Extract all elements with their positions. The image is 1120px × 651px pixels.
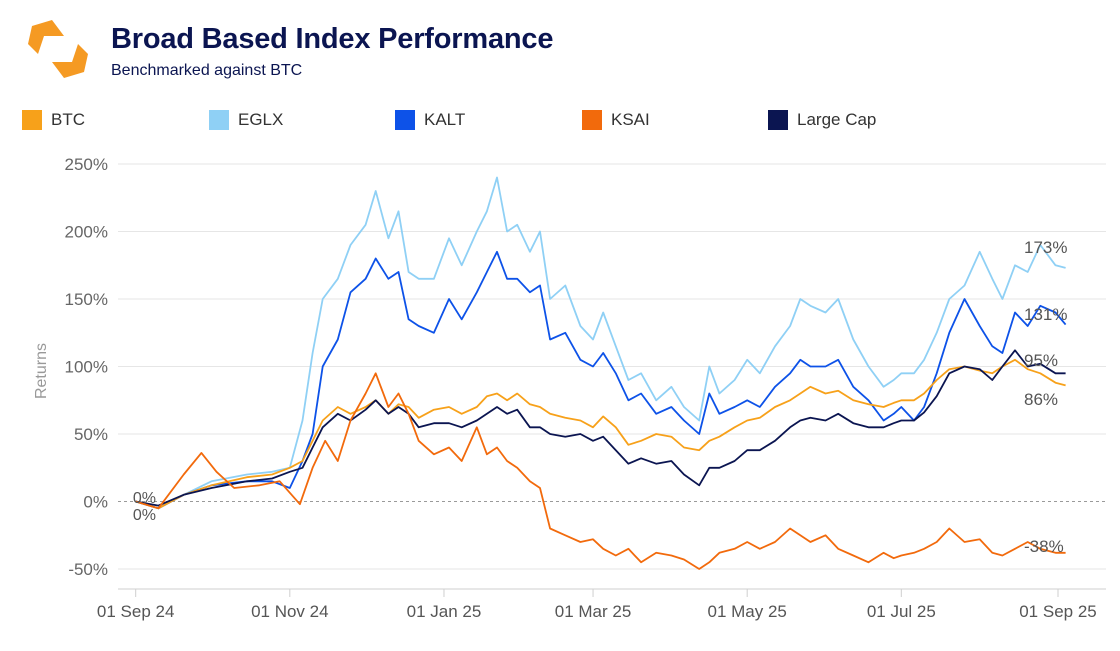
logo-mark-lower <box>52 44 88 78</box>
series-line-large-cap <box>135 349 1066 507</box>
y-tick-label: 150% <box>65 290 108 309</box>
data-labels: 173% 131% 86% 95% -38% 0%0% <box>133 238 1068 556</box>
y-axis-label: Returns <box>33 343 50 399</box>
y-tick-label: -50% <box>68 560 108 579</box>
logo-icon <box>22 14 94 84</box>
grid-lines <box>118 163 1106 570</box>
legend-item-btc[interactable]: BTC <box>22 108 85 132</box>
end-label-ksai: -38% <box>1024 537 1064 556</box>
legend-swatch-large-cap <box>768 110 788 130</box>
x-tick-label: 01 Jul 25 <box>867 602 936 621</box>
series-lines <box>135 176 1067 570</box>
legend-label-ksai: KSAI <box>611 110 650 129</box>
y-tick-label: 50% <box>74 425 108 444</box>
legend-item-ksai[interactable]: KSAI <box>582 108 650 132</box>
legend-swatch-kalt <box>395 110 415 130</box>
legend-label-btc: BTC <box>51 110 85 129</box>
x-tick-label: 01 Mar 25 <box>555 602 632 621</box>
logo-mark-upper <box>28 20 64 54</box>
legend-item-eglx[interactable]: EGLX <box>209 108 283 132</box>
page-subtitle: Benchmarked against BTC <box>111 62 303 79</box>
series-line-eglx <box>135 176 1066 510</box>
legend-label-large-cap: Large Cap <box>797 110 877 129</box>
page-title: Broad Based Index Performance <box>111 23 554 55</box>
x-tick-label: 01 Sep 24 <box>97 602 175 621</box>
x-tick-label: 01 Jan 25 <box>407 602 482 621</box>
legend-swatch-ksai <box>582 110 602 130</box>
legend: BTC EGLX KALT KSAI Large Cap <box>22 108 1102 132</box>
end-label-kalt: 131% <box>1024 305 1067 324</box>
axes: 250% 200% 150% 100% 50% 0% -50% 01 Sep 24 01 Nov… <box>33 155 1106 621</box>
x-tick-label: 01 Nov 24 <box>251 602 329 621</box>
legend-swatch-btc <box>22 110 42 130</box>
legend-item-kalt[interactable]: KALT <box>395 108 465 132</box>
legend-label-eglx: EGLX <box>238 110 284 129</box>
legend-label-kalt: KALT <box>424 110 466 129</box>
series-line-kalt <box>135 250 1067 510</box>
start-label: 0% <box>133 490 156 507</box>
end-label-eglx: 173% <box>1024 238 1067 257</box>
legend-item-large-cap[interactable]: Large Cap <box>768 108 876 132</box>
series-line-ksai <box>135 372 1066 570</box>
y-tick-label: 200% <box>65 223 108 242</box>
y-tick-label: 250% <box>65 155 108 174</box>
x-tick-label: 01 Sep 25 <box>1019 602 1097 621</box>
x-tick-label: 01 May 25 <box>707 602 786 621</box>
end-label-btc: 86% <box>1024 390 1058 409</box>
end-label-large-cap: 95% <box>1024 351 1058 370</box>
y-tick-label: 0% <box>83 493 108 512</box>
y-tick-label: 100% <box>65 358 108 377</box>
start-label: 0% <box>133 507 156 524</box>
legend-swatch-eglx <box>209 110 229 130</box>
